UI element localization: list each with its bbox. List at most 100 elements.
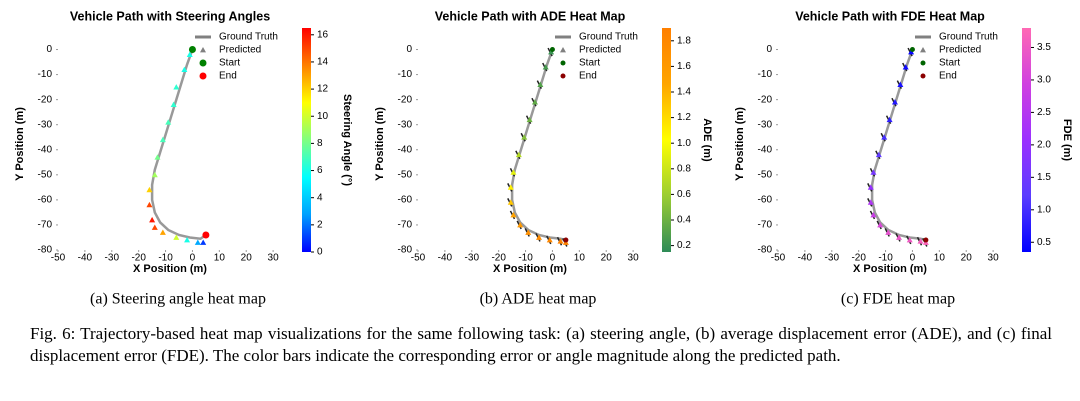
predicted-point — [531, 99, 538, 105]
x-tick-label: -30 — [465, 253, 480, 264]
colorbar-label: FDE (m) — [1061, 119, 1073, 162]
predicted-point — [867, 184, 874, 190]
predicted-point — [870, 169, 877, 175]
predicted-point — [885, 229, 892, 235]
y-tick-label: -40 — [398, 144, 413, 155]
predicted-point — [897, 81, 904, 88]
legend-triangle — [920, 47, 926, 53]
x-tick-label: 30 — [988, 253, 1000, 264]
predicted-point — [902, 64, 909, 70]
legend-dot — [920, 73, 926, 79]
colorbar-tick-label: 0.8 — [677, 163, 691, 174]
colorbar-tick-label: 14 — [317, 57, 329, 68]
colorbar-tick-label: 0.4 — [677, 215, 691, 226]
predicted-point — [146, 186, 153, 193]
chart-title: Vehicle Path with FDE Heat Map — [795, 9, 985, 23]
y-tick-label: -40 — [38, 144, 53, 155]
legend-label: End — [579, 71, 597, 82]
predicted-point — [510, 211, 517, 218]
x-tick-label: -50 — [411, 253, 426, 264]
legend-label: Ground Truth — [579, 32, 638, 43]
figure: Vehicle Path with Steering Angles X Posit… — [14, 9, 1073, 308]
predicted-point — [536, 234, 542, 240]
ground-truth-line — [150, 49, 207, 241]
predicted-point — [521, 134, 528, 140]
predicted-point — [908, 49, 915, 55]
y-axis-label: Y Position (m) — [374, 107, 386, 181]
colorbar-tick-label: 1.2 — [677, 112, 691, 123]
colorbar-tick-label: 0.6 — [677, 189, 691, 200]
y-tick-label: -50 — [38, 169, 53, 180]
legend-label: End — [219, 71, 237, 82]
subcaption: (c) FDE heat map — [841, 291, 955, 308]
y-tick-label: -30 — [38, 119, 53, 130]
predicted-point — [154, 154, 161, 160]
predicted-point — [151, 224, 158, 230]
predicted-point — [507, 184, 514, 190]
predicted-point — [194, 239, 201, 245]
subcaption: (b) ADE heat map — [480, 291, 597, 308]
y-axis-label: Y Position (m) — [734, 107, 746, 181]
colorbar-tick-label: 8 — [317, 138, 323, 149]
legend-label: Ground Truth — [219, 32, 278, 43]
y-tick-label: -70 — [398, 220, 413, 231]
legend-dot — [199, 72, 207, 80]
x-tick-label: -10 — [518, 253, 533, 264]
legend-label: End — [939, 71, 957, 82]
x-tick-label: 30 — [268, 253, 280, 264]
y-tick-label: -20 — [398, 94, 413, 105]
y-tick-label: -30 — [758, 119, 773, 130]
caption: Fig. 6: Trajectory-based heat map visual… — [30, 324, 1052, 365]
legend-triangle — [560, 47, 566, 53]
x-tick-label: 10 — [574, 253, 586, 264]
predicted-point — [517, 221, 524, 228]
colorbar-tick-label: 2.5 — [1037, 107, 1051, 118]
colorbar-tick-label: 3.0 — [1037, 75, 1051, 86]
predicted-point — [515, 151, 522, 158]
predicted-point — [146, 201, 153, 208]
y-tick-label: -70 — [758, 220, 773, 231]
y-axis-label: Y Position (m) — [14, 107, 26, 181]
endpoint-marker — [909, 47, 915, 53]
x-tick-label: -10 — [878, 253, 893, 264]
predicted-point — [896, 234, 902, 240]
legend-label: Predicted — [579, 45, 621, 56]
x-tick-label: -20 — [131, 253, 146, 264]
predicted-point — [870, 211, 877, 218]
colorbar-tick-label: 1.4 — [677, 87, 691, 98]
x-tick-label: -20 — [851, 253, 866, 264]
x-tick-label: -30 — [105, 253, 120, 264]
endpoint-marker — [549, 47, 555, 53]
colorbar-tick-label: 6 — [317, 165, 323, 176]
predicted-point — [170, 101, 177, 108]
predicted-point — [867, 199, 874, 205]
predicted-point — [525, 229, 532, 235]
x-tick-label: -50 — [51, 253, 66, 264]
legend-dot — [560, 60, 566, 66]
predicted-point — [200, 239, 207, 245]
predicted-point — [186, 51, 193, 57]
colorbar — [302, 28, 311, 252]
x-tick-label: -50 — [771, 253, 786, 264]
colorbar-tick-label: 0.5 — [1037, 237, 1051, 248]
x-tick-label: 0 — [910, 253, 916, 264]
y-tick-label: -10 — [38, 69, 53, 80]
colorbar-tick-label: 1.0 — [1037, 204, 1051, 215]
colorbar-label: ADE (m) — [701, 118, 713, 162]
colorbar-tick-label: 1.0 — [677, 138, 691, 149]
predicted-point — [181, 66, 188, 72]
predicted-point — [510, 169, 517, 175]
endpoint-marker — [923, 237, 929, 243]
predicted-point — [184, 236, 191, 243]
y-tick-label: -50 — [398, 169, 413, 180]
predicted-point — [151, 171, 158, 178]
colorbar-tick-label: 12 — [317, 84, 329, 95]
x-tick-label: -40 — [78, 253, 93, 264]
predicted-point — [557, 238, 564, 244]
colorbar — [1022, 28, 1031, 252]
legend-label: Start — [939, 58, 960, 69]
predicted-point — [507, 199, 514, 205]
ground-truth-line — [870, 49, 927, 242]
predicted-point — [149, 216, 156, 223]
x-axis-label: X Position (m) — [133, 263, 207, 275]
